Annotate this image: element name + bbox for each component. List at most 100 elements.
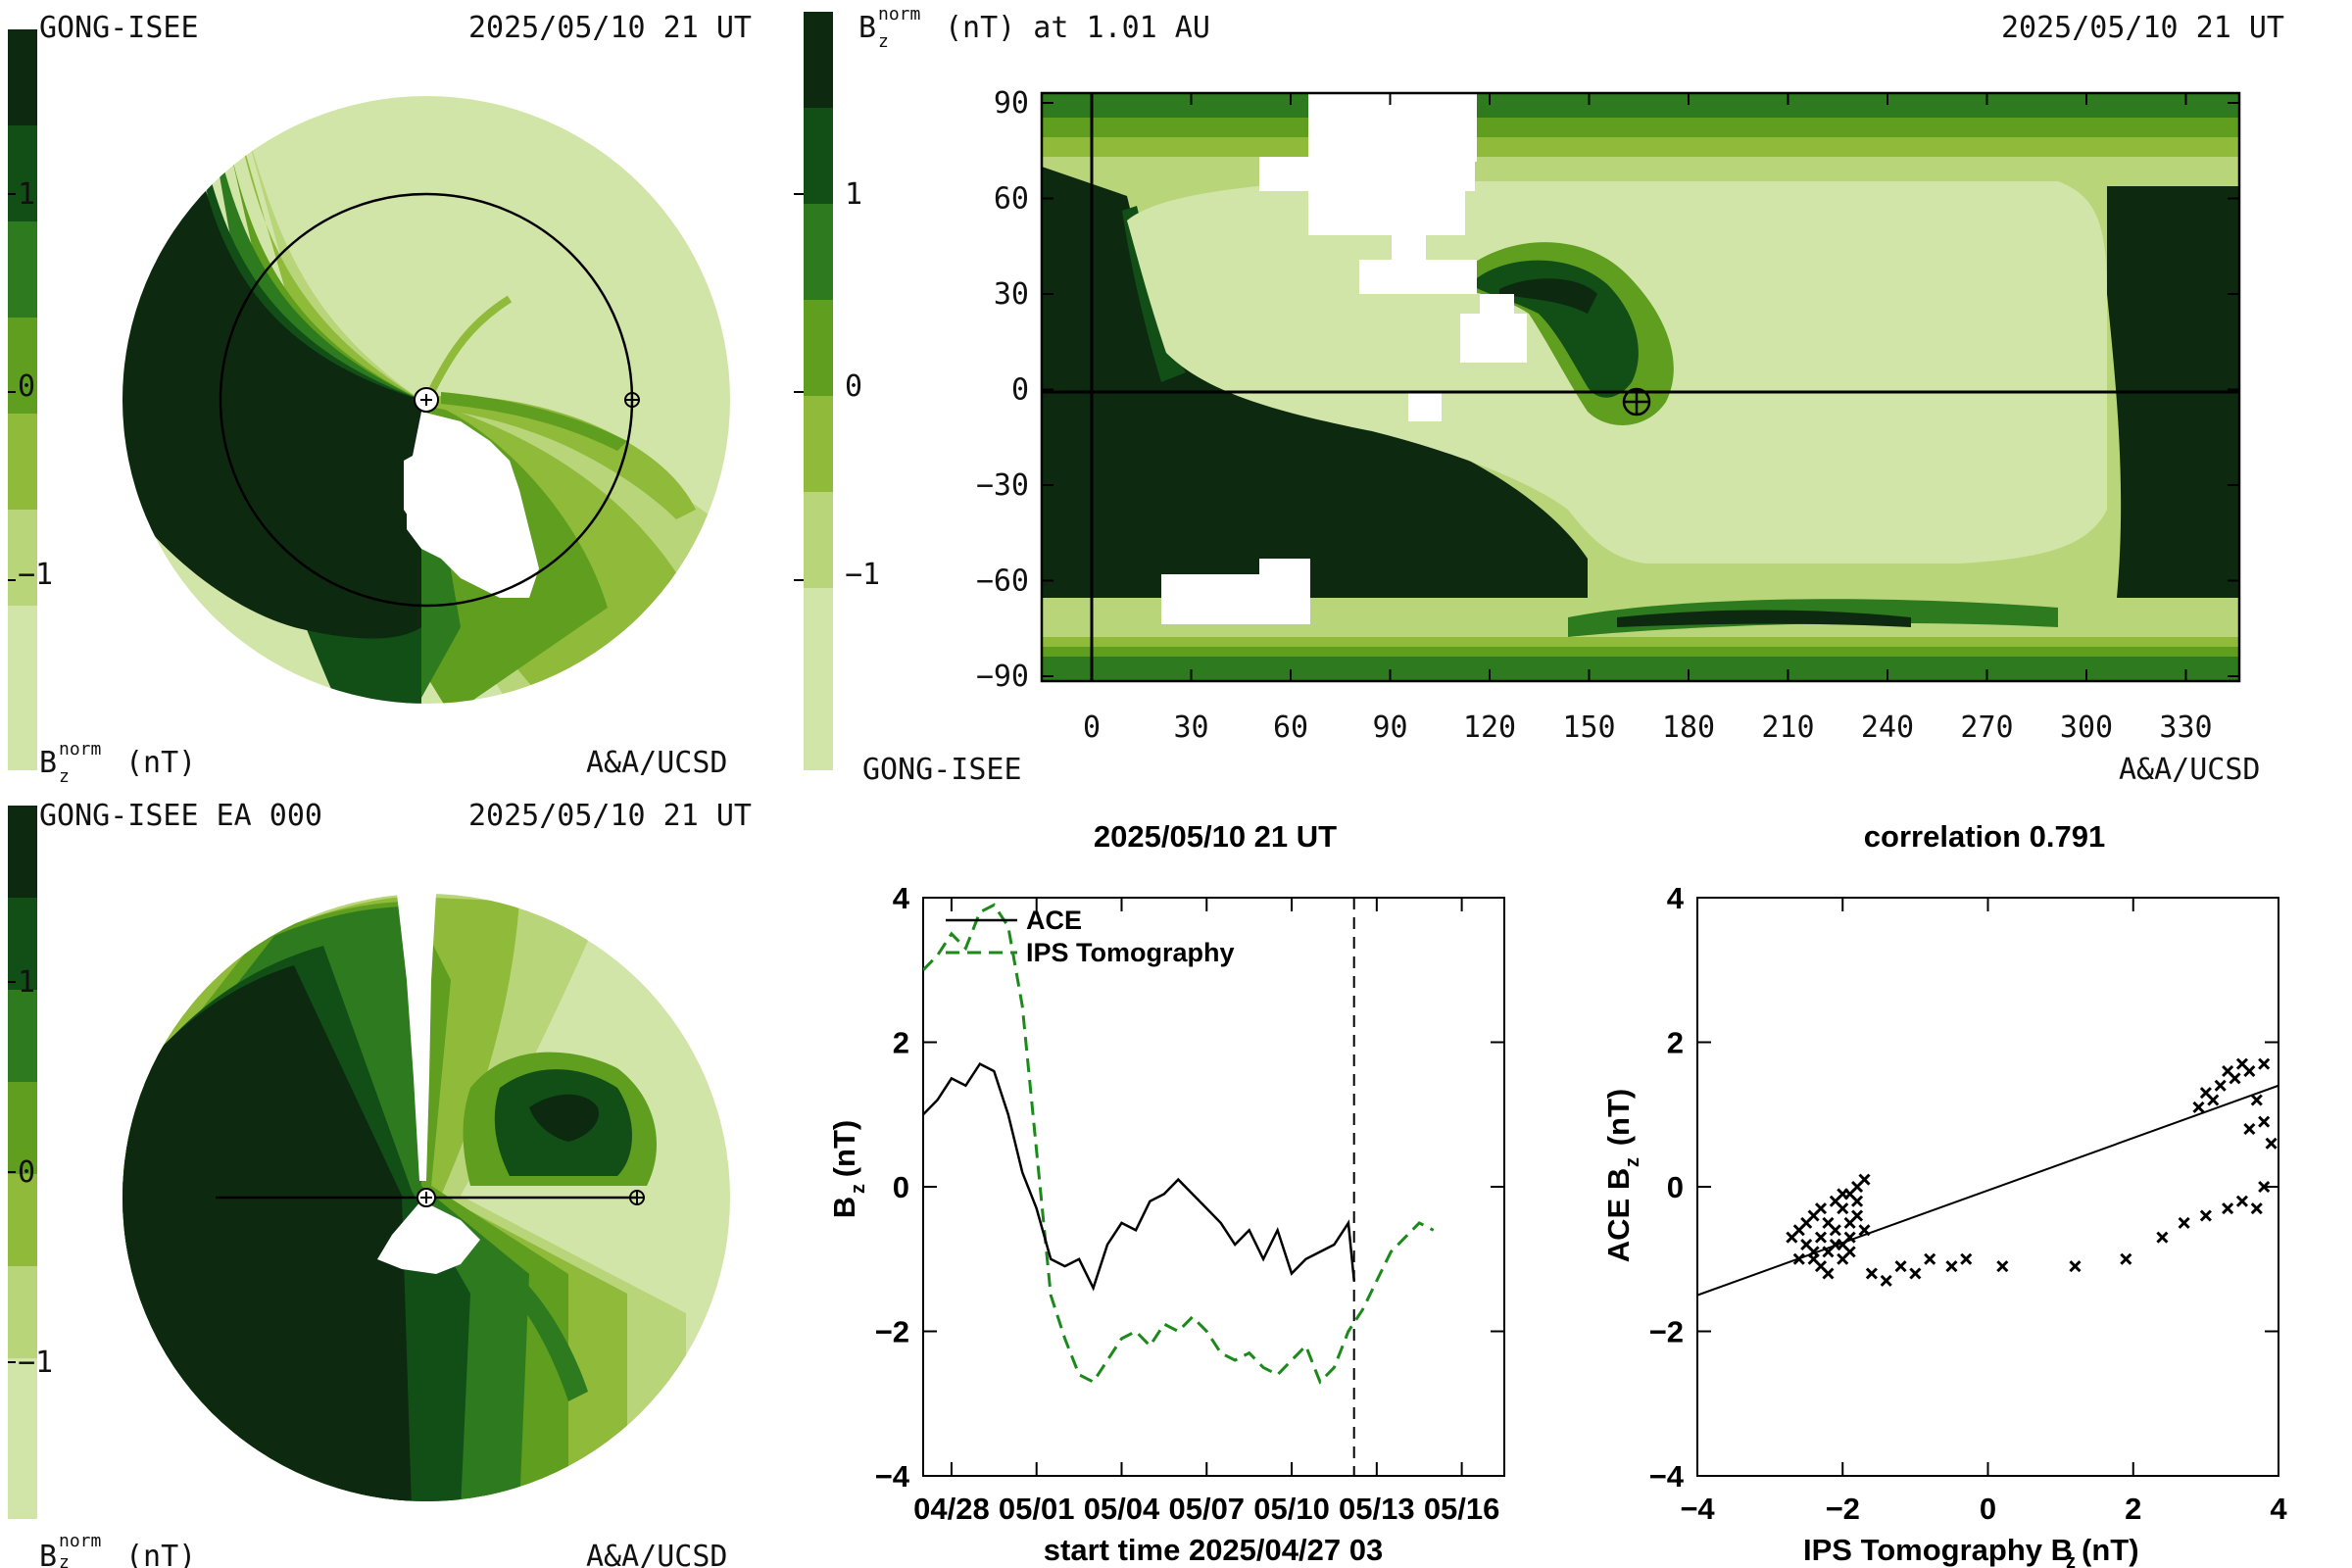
colorbar-tick-0: 0 (18, 369, 35, 404)
map-ytick-label: −60 (976, 564, 1029, 599)
bl-title-left: GONG-ISEE EA 000 (39, 799, 322, 833)
bl-gap-north (397, 894, 436, 1181)
ts-xtick-label: 05/16 (1424, 1492, 1500, 1526)
svg-text:z: z (2066, 1551, 2076, 1568)
scatter-point (2120, 1252, 2132, 1265)
sc-ylabel: ACE B z (nT) (1601, 1089, 1643, 1262)
scatter-point (2156, 1231, 2169, 1244)
scatter-point (2214, 1079, 2227, 1092)
ts-xtick-label: 05/01 (999, 1492, 1075, 1526)
ts-xtick-label: 04/28 (913, 1492, 990, 1526)
svg-text:z: z (878, 31, 889, 52)
scatter-point (2265, 1137, 2278, 1150)
scatter-point (2258, 1115, 2271, 1128)
scatter-point (1851, 1209, 1864, 1222)
scatter-point (2243, 1122, 2256, 1136)
colorbar-tm-tick-1: 1 (845, 177, 862, 212)
sc-ytick-label: −2 (1649, 1315, 1684, 1349)
ts-xlabel: start time 2025/04/27 03 (1044, 1533, 1383, 1567)
sc-fit-line (1696, 1084, 2279, 1297)
tr-bottom-left: GONG-ISEE (862, 753, 1022, 787)
scatter-point (1829, 1238, 1841, 1251)
tl-title-right: 2025/05/10 21 UT (468, 11, 752, 45)
earth-marker-tl (624, 392, 640, 408)
scatter-point (1960, 1252, 1973, 1265)
scatter-point (2199, 1087, 2212, 1100)
colorbar-bl-tick-minus1: −1 (18, 1346, 53, 1380)
svg-text:z: z (848, 1184, 869, 1194)
earth-marker-bl (629, 1190, 645, 1205)
ts-series-ace (923, 1061, 1355, 1292)
legend-ips: IPS Tomography (1026, 938, 1235, 967)
svg-text:B: B (39, 746, 57, 780)
ts-xtick-label: 05/13 (1339, 1492, 1415, 1526)
scatter-point (2258, 1180, 2271, 1194)
svg-text:norm: norm (878, 4, 920, 24)
timeseries-chart: 2025/05/10 21 UT 04/28 05/01 05/04 05/07 05/… (827, 819, 1505, 1567)
svg-text:(nT): (nT) (125, 1540, 196, 1568)
svg-text:(nT): (nT) (1601, 1089, 1636, 1147)
scatter-point (2235, 1195, 2248, 1207)
colorbar-tick-1: 1 (18, 177, 35, 212)
ts-axes: 04/28 05/01 05/04 05/07 05/10 05/13 05/16 4 2 0 −2… (875, 881, 1504, 1526)
colorbar-tick-minus1: −1 (18, 558, 53, 592)
tl-bottom-right: A&A/UCSD (586, 746, 728, 780)
svg-text:(nT): (nT) (125, 746, 196, 780)
sc-xtick-label: 4 (2270, 1492, 2287, 1526)
svg-text:IPS Tomography B: IPS Tomography B (1803, 1533, 2073, 1567)
map-xtick-label: 240 (1861, 710, 1914, 745)
sc-title: correlation 0.791 (1864, 819, 2105, 854)
scatter-point (2258, 1057, 2271, 1070)
scatter-point (1894, 1260, 1907, 1273)
bl-title-right: 2025/05/10 21 UT (468, 799, 752, 833)
bl-bottom-left-label: B z norm (nT) (39, 1531, 196, 1568)
scatter-point (1858, 1224, 1871, 1237)
scatter-point (1814, 1231, 1828, 1244)
scatter-point (1945, 1260, 1958, 1273)
tl-bottom-left-label: B z norm (nT) (39, 739, 196, 787)
map-ytick-label: 0 (1011, 373, 1029, 408)
sc-xtick-label: 2 (2125, 1492, 2141, 1526)
tr-title-right: 2025/05/10 21 UT (2001, 11, 2284, 45)
tr-title: B z norm (nT) at 1.01 AU (858, 4, 1210, 52)
sc-ytick-label: 2 (1667, 1026, 1684, 1060)
tr-bottom-right: A&A/UCSD (2119, 753, 2261, 787)
scatter-point (1829, 1224, 1841, 1237)
map-xtick-label: 150 (1562, 710, 1615, 745)
ts-ytick-label: −2 (875, 1315, 909, 1349)
svg-text:z: z (1622, 1157, 1643, 1167)
ts-xtick-label: 05/07 (1168, 1492, 1245, 1526)
map-xtick-label: 330 (2159, 710, 2212, 745)
scatter-point (1909, 1267, 1922, 1280)
bl-bottom-right: A&A/UCSD (586, 1540, 728, 1568)
ts-ytick-label: 4 (893, 881, 910, 915)
scatter-point (2222, 1064, 2234, 1078)
sc-axes: −4 −2 0 2 4 4 2 0 −2 −4 (1649, 881, 2288, 1526)
scatter-point (1880, 1274, 1892, 1287)
map-ytick-label: 60 (994, 182, 1029, 217)
scatter-point (2192, 1101, 2205, 1113)
map-xtick-label: 270 (1960, 710, 2013, 745)
scatter-point (1996, 1260, 2009, 1273)
colorbar-top-left: 1 0 −1 (8, 29, 53, 770)
scatter-point (1858, 1173, 1871, 1186)
scatter-point (1814, 1202, 1828, 1215)
ts-xtick-label: 05/04 (1084, 1492, 1160, 1526)
colorbar-top-middle: 1 0 −1 (794, 12, 880, 770)
scatter-point (1807, 1246, 1820, 1258)
map-xtick-label: 90 (1372, 710, 1407, 745)
map-ytick-label: −90 (976, 660, 1029, 694)
sc-xlabel: IPS Tomography B z (nT) (1803, 1533, 2139, 1568)
scatter-point (2235, 1057, 2248, 1070)
ts-title: 2025/05/10 21 UT (1094, 819, 1337, 854)
bl-gap-south (377, 1200, 480, 1274)
map-xtick-label: 300 (2060, 710, 2113, 745)
map-ytick-label: 90 (994, 86, 1029, 121)
map-xtick-label: 30 (1173, 710, 1208, 745)
ts-series-ips (923, 903, 1435, 1385)
colorbar-bl-tick-1: 1 (18, 965, 35, 1000)
colorbar-bottom-left: 1 0 −1 (8, 806, 53, 1519)
scatter-point (2222, 1202, 2234, 1215)
scatter-point (1837, 1202, 1849, 1215)
